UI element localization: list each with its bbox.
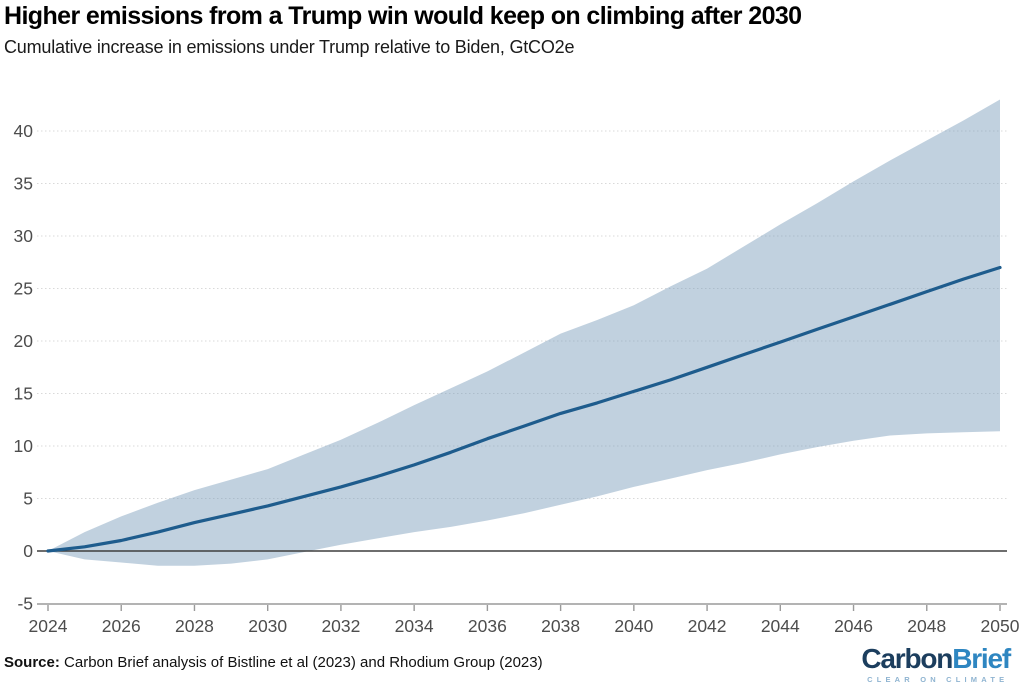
chart-title: Higher emissions from a Trump win would …	[4, 2, 802, 30]
x-tick-label: 2042	[688, 616, 727, 636]
y-tick-label: 40	[14, 121, 34, 141]
source-label: Source:	[4, 654, 60, 671]
chart-subtitle: Cumulative increase in emissions under T…	[4, 37, 575, 57]
y-tick-label: -5	[17, 594, 33, 614]
x-tick-label: 2026	[102, 616, 141, 636]
y-tick-label: 25	[14, 279, 33, 299]
x-tick-label: 2030	[248, 616, 287, 636]
x-tick-label: 2050	[981, 616, 1020, 636]
x-tick-label: 2028	[175, 616, 214, 636]
y-tick-label: 35	[14, 174, 33, 194]
source-text: Carbon Brief analysis of Bistline et al …	[59, 654, 543, 671]
x-tick-label: 2044	[761, 616, 800, 636]
y-tick-label: 0	[23, 541, 33, 561]
x-tick-label: 2040	[614, 616, 653, 636]
carbonbrief-logo: CarbonBrief CLEAR ON CLIMATE	[861, 643, 1011, 684]
logo-tagline: CLEAR ON CLIMATE	[867, 675, 1009, 684]
logo-carbon: Carbon	[861, 643, 953, 674]
logo-brief: Brief	[952, 643, 1011, 674]
x-tick-label: 2032	[321, 616, 360, 636]
x-tick-label: 2034	[395, 616, 434, 636]
y-tick-label: 15	[14, 384, 33, 404]
x-tick-label: 2038	[541, 616, 580, 636]
y-tick-label: 30	[14, 226, 34, 246]
uncertainty-band	[48, 99, 1000, 566]
y-tick-label: 20	[14, 331, 34, 351]
x-tick-label: 2046	[834, 616, 873, 636]
x-tick-label: 2024	[29, 616, 68, 636]
carbonbrief-wordmark: CarbonBrief	[861, 643, 1011, 674]
y-tick-label: 10	[14, 436, 34, 456]
x-tick-label: 2048	[907, 616, 946, 636]
central-estimate-line	[46, 265, 1002, 553]
y-tick-label: 5	[23, 489, 33, 509]
source-credit: Source: Carbon Brief analysis of Bistlin…	[4, 654, 543, 671]
x-tick-label: 2036	[468, 616, 507, 636]
